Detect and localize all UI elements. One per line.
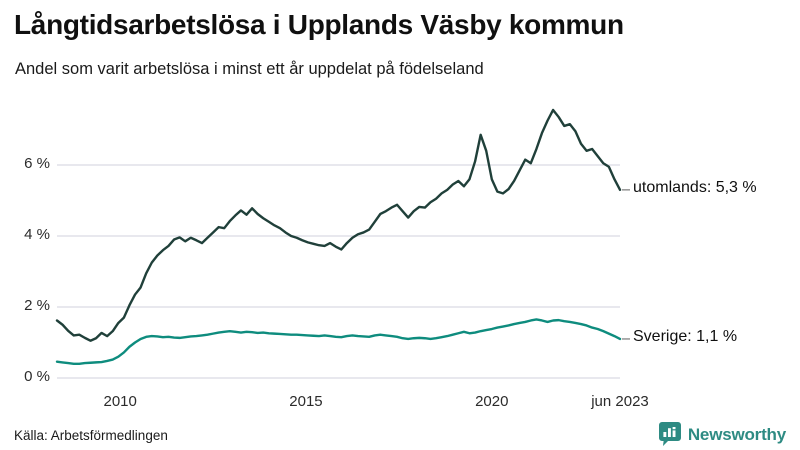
series-label-sverige: Sverige: 1,1 % bbox=[633, 327, 738, 345]
label-leader-lines bbox=[622, 189, 630, 340]
series-lines bbox=[55, 108, 622, 365]
y-axis-tick-label: 2 % bbox=[24, 297, 50, 314]
newsworthy-brand: Newsworthy bbox=[658, 421, 786, 447]
y-axis-tick-label: 4 % bbox=[24, 226, 50, 243]
x-axis-tick-label: 2010 bbox=[103, 393, 137, 410]
gridlines bbox=[57, 164, 620, 379]
series-line-sverige bbox=[55, 318, 622, 365]
page-title: Långtidsarbetslösa i Upplands Väsby komm… bbox=[14, 9, 624, 40]
brand-name: Newsworthy bbox=[687, 424, 786, 444]
x-axis-tick-label: 2015 bbox=[289, 393, 323, 410]
x-axis-tick-label: jun 2023 bbox=[591, 393, 649, 410]
x-axis-tick-label: 2020 bbox=[475, 393, 509, 410]
series-label-utomlands: utomlands: 5,3 % bbox=[633, 178, 757, 196]
page-subtitle: Andel som varit arbetslösa i minst ett å… bbox=[15, 60, 484, 78]
bar-chart-bubble-icon bbox=[658, 422, 681, 446]
source-note: Källa: Arbetsförmedlingen bbox=[14, 428, 168, 443]
series-line-utomlands bbox=[55, 108, 622, 342]
y-axis-tick-label: 6 % bbox=[24, 155, 50, 172]
y-axis-tick-label: 0 % bbox=[24, 368, 50, 385]
